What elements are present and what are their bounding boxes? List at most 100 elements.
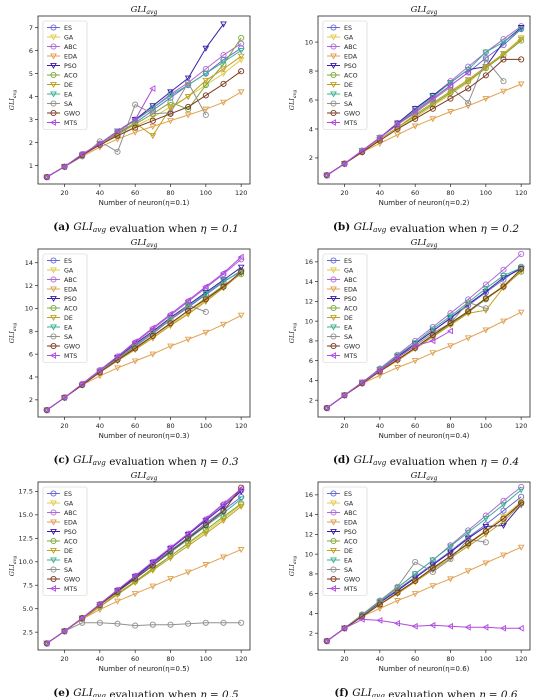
legend-marker	[50, 342, 57, 350]
data-point	[482, 539, 489, 546]
data-point	[464, 335, 472, 342]
data-point	[482, 327, 490, 334]
data-point	[149, 332, 156, 339]
y-tick-label: 12	[25, 282, 33, 290]
legend-label: ABC	[64, 277, 78, 284]
data-point	[482, 288, 490, 296]
y-tick-label: 8	[309, 570, 313, 578]
y-tick-label: 16	[305, 491, 313, 499]
data-point	[358, 147, 365, 155]
data-point	[376, 597, 383, 604]
legend-label: EA	[344, 557, 353, 564]
x-axis-label: Number of neuron(η=0.5)	[99, 665, 190, 673]
legend-marker	[329, 119, 337, 126]
caption-eta: η = 0.2	[481, 223, 520, 235]
y-tick-label: 4	[309, 125, 313, 133]
y-tick-label: 6	[309, 357, 313, 365]
data-point	[482, 523, 490, 530]
legend-marker	[50, 267, 57, 274]
data-point	[220, 52, 227, 59]
data-point	[500, 518, 507, 526]
x-tick-label: 40	[376, 189, 384, 197]
y-tick-label: 2	[309, 154, 313, 162]
legend-marker	[50, 519, 57, 526]
data-point	[447, 343, 454, 350]
x-tick-label: 60	[131, 189, 139, 197]
data-point	[167, 555, 174, 562]
data-point	[78, 380, 85, 388]
y-tick-label: 10	[305, 550, 313, 558]
legend-label: MTS	[64, 586, 77, 593]
data-point	[131, 116, 138, 123]
legend-marker	[50, 81, 57, 89]
data-point	[411, 571, 419, 578]
legend-label: GA	[64, 267, 74, 274]
data-point	[447, 553, 454, 560]
legend-marker	[330, 537, 337, 545]
data-point	[237, 496, 245, 503]
data-point	[149, 85, 156, 92]
y-tick-label: 10	[25, 305, 33, 313]
legend-item-es: ES	[327, 24, 352, 32]
data-point	[202, 296, 209, 303]
data-point	[429, 568, 436, 575]
caption-text: evaluation when	[390, 456, 478, 468]
data-point	[482, 281, 489, 288]
data-point	[220, 80, 227, 87]
series-line-sa	[46, 82, 207, 178]
legend-item-abc: ABC	[327, 509, 358, 517]
x-tick-label: 20	[340, 189, 348, 197]
y-tick-label: 12.5	[19, 535, 33, 543]
data-point	[149, 105, 157, 112]
panel-caption: (a) GLIavg evaluation when η = 0.1	[53, 221, 239, 235]
data-point	[202, 283, 209, 291]
legend-item-mts: MTS	[47, 119, 77, 127]
legend-marker	[50, 324, 57, 331]
data-point	[465, 308, 472, 315]
legend-item-eda: EDA	[327, 519, 358, 526]
y-axis-label: GLIavg	[8, 90, 18, 110]
legend-marker	[330, 81, 337, 89]
x-tick-label: 40	[96, 422, 104, 430]
legend-item-ga: GA	[327, 500, 354, 507]
caption-eta: η = 0.5	[200, 689, 239, 697]
legend-marker	[50, 566, 57, 573]
data-point	[60, 627, 68, 635]
data-point	[96, 140, 103, 148]
legend-item-gwo: GWO	[47, 109, 80, 117]
legend-label: DE	[64, 548, 73, 555]
series-line-mts	[46, 488, 242, 644]
legend-item-es: ES	[47, 490, 72, 498]
data-point	[411, 358, 419, 365]
y-tick-label: 6	[29, 47, 33, 55]
legend-marker	[50, 500, 57, 507]
data-point	[429, 621, 436, 629]
panel-caption: (c) GLIavg evaluation when η = 0.3	[53, 454, 238, 468]
legend-label: ES	[344, 258, 352, 265]
x-tick-label: 20	[340, 422, 348, 430]
series-mts	[43, 253, 244, 414]
legend-item-aco: ACO	[47, 304, 78, 312]
x-tick-label: 80	[166, 655, 174, 663]
legend-item-eda: EDA	[47, 53, 78, 60]
legend-label: ABC	[344, 277, 358, 284]
data-point	[517, 81, 525, 88]
legend-item-ea: EA	[327, 91, 353, 98]
data-point	[518, 56, 525, 63]
legend-marker	[50, 557, 57, 564]
data-point	[394, 588, 401, 595]
legend-box	[322, 253, 368, 363]
data-point	[517, 36, 525, 43]
legend-marker	[330, 547, 337, 555]
data-point	[464, 543, 472, 550]
legend-label: EDA	[344, 53, 358, 60]
legend-marker	[50, 91, 57, 98]
data-point	[149, 123, 157, 130]
legend-item-abc: ABC	[47, 43, 78, 51]
legend-item-gwo: GWO	[47, 575, 80, 583]
series-line-gwo	[46, 70, 242, 178]
data-point	[167, 118, 174, 125]
data-point	[411, 622, 418, 630]
data-point	[114, 592, 121, 599]
